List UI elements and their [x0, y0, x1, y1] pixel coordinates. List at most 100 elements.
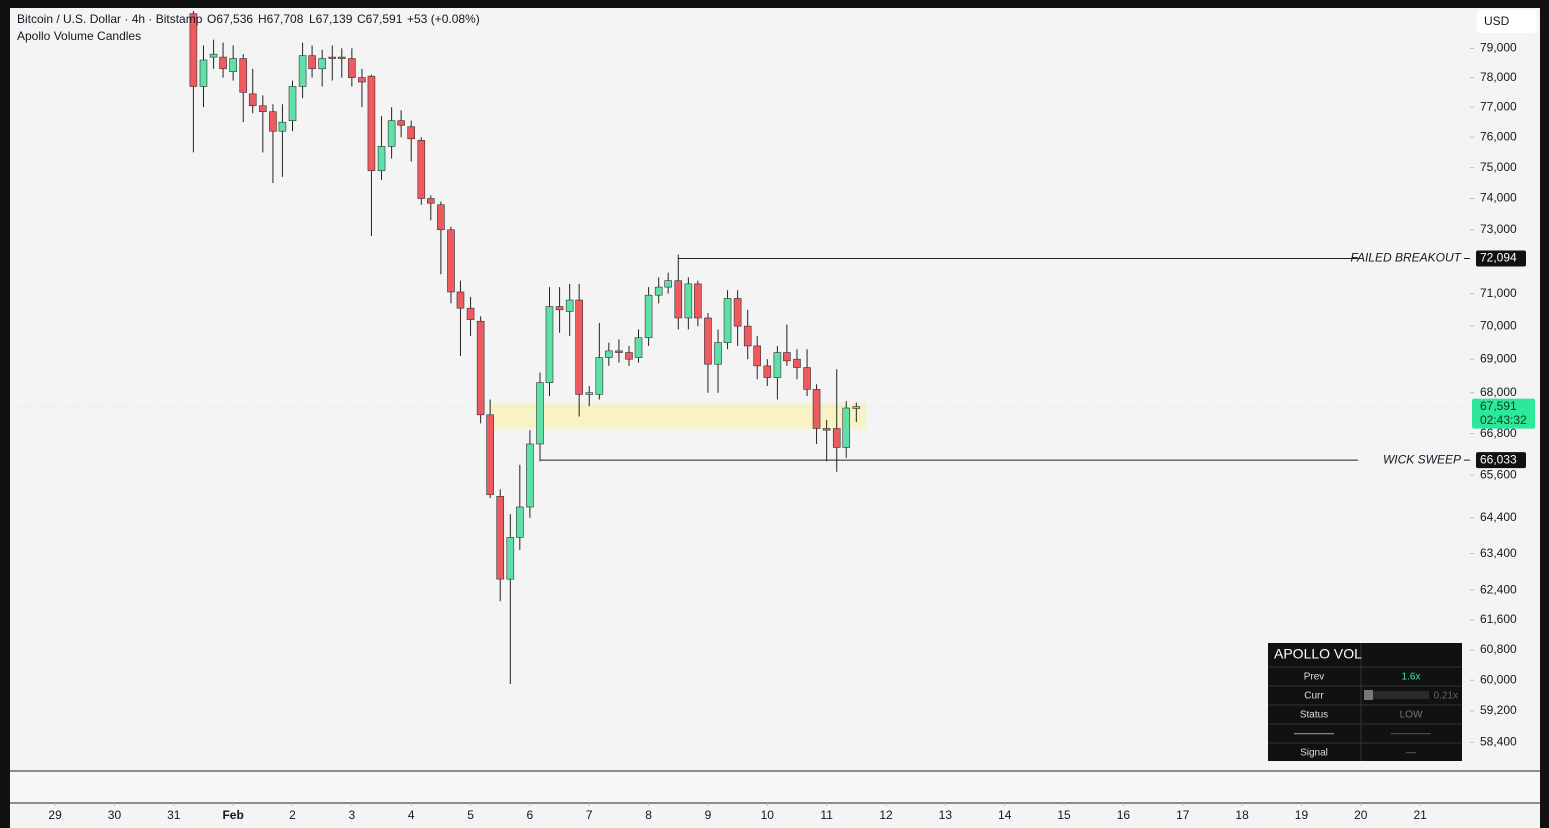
bottom-strip [10, 771, 1540, 803]
candle-body [575, 299, 583, 395]
y-tick-label: 59,200 [1480, 703, 1517, 717]
candle-body [753, 345, 762, 367]
y-tick-label: 61,600 [1480, 612, 1517, 626]
candle-body [239, 58, 248, 93]
candle-body [536, 382, 544, 445]
ohlc-open: O67,536 [207, 12, 253, 26]
candle-body [288, 86, 297, 122]
level-label: FAILED BREAKOUT [1351, 251, 1463, 265]
currency[interactable]: USD [1484, 14, 1510, 28]
level-label-bg [1358, 250, 1464, 267]
candle-body [595, 357, 604, 395]
candle-body [585, 392, 594, 395]
x-tick-label: 11 [820, 808, 833, 822]
y-tick-label: 77,000 [1480, 99, 1517, 113]
y-tick-label: 65,600 [1480, 467, 1517, 481]
x-tick-label: 13 [939, 808, 953, 822]
candle-body [209, 53, 218, 58]
candle-body [842, 407, 851, 448]
x-tick-label: 10 [761, 808, 775, 822]
price-box-label: 72,094 [1480, 251, 1517, 265]
currency-box[interactable] [1477, 10, 1537, 33]
x-tick-label: 7 [586, 808, 593, 822]
chart-title: Bitcoin / U.S. Dollar · 4h · Bitstamp [17, 12, 203, 26]
candle-body [812, 389, 821, 429]
ohlc-low: L67,139 [309, 12, 353, 26]
candle-body [704, 317, 712, 365]
candle-body [189, 13, 198, 87]
panel-title: APOLLO VOL [1274, 646, 1362, 662]
y-tick-label: 71,000 [1480, 286, 1517, 300]
y-tick-label: 66,800 [1480, 426, 1517, 440]
x-tick-label: 20 [1354, 808, 1368, 822]
candle-body [248, 93, 257, 107]
ohlc-change: +53 (+0.08%) [407, 12, 480, 26]
progress-track [1373, 691, 1429, 699]
candle-body [555, 306, 564, 311]
x-tick-label: 29 [48, 808, 62, 822]
price-box [1476, 452, 1526, 469]
candle-body [269, 111, 277, 132]
candle-body [605, 350, 613, 358]
y-tick-label: 78,000 [1480, 70, 1517, 84]
candle-body [664, 280, 672, 288]
candle-body [793, 358, 801, 368]
x-tick-label: 4 [408, 808, 415, 822]
y-tick-label: 74,000 [1480, 191, 1517, 205]
y-tick-label: 58,400 [1480, 734, 1517, 748]
x-tick-label: 5 [467, 808, 474, 822]
candle-body [348, 58, 356, 78]
candle-body [694, 283, 702, 319]
candle-body [456, 291, 465, 309]
candle-body [852, 406, 861, 409]
indicator-name: Apollo Volume Candles [17, 29, 141, 43]
x-tick-label: 15 [1057, 808, 1071, 822]
candle-body [417, 139, 426, 199]
candle-body [278, 121, 287, 132]
x-tick-label: 17 [1176, 808, 1190, 822]
candle-body [743, 325, 752, 347]
candle-body [634, 337, 643, 358]
panel-row-value: ———— [1391, 729, 1431, 740]
plot: 79,000 78,000 77,000 76,000 75,000 74,000 73,0… [10, 10, 1535, 822]
x-tick-label: 21 [1413, 808, 1427, 822]
level-label: WICK SWEEP [1383, 452, 1461, 466]
x-tick-label: 14 [998, 808, 1012, 822]
panel-row-value: 0.21x [1434, 691, 1458, 702]
ohlc-close: C67,591 [357, 12, 403, 26]
candle-body [803, 367, 811, 390]
candle-body [377, 146, 386, 172]
candle-body [822, 428, 831, 431]
candle-body [516, 506, 524, 538]
panel-row-label: Status [1300, 710, 1328, 721]
candle-body [733, 298, 742, 327]
x-tick-label: 31 [167, 808, 181, 822]
x-tick-label: 19 [1295, 808, 1309, 822]
y-tick-label: 62,400 [1480, 582, 1517, 596]
y-tick-label: 75,000 [1480, 160, 1517, 174]
candle-body [298, 55, 307, 87]
x-tick-label: 9 [705, 808, 712, 822]
candle-body [447, 229, 455, 293]
x-tick-label: 12 [879, 808, 893, 822]
candle-body [615, 350, 623, 353]
x-tick-label: 30 [108, 808, 122, 822]
progress-fill [1364, 690, 1373, 700]
candle-body [625, 352, 633, 360]
candle-body [684, 283, 693, 319]
candle-body [407, 126, 416, 140]
candle-body [783, 352, 791, 362]
candle-body [674, 280, 683, 319]
candle-body [496, 496, 505, 580]
x-tick-label: Feb [222, 808, 243, 822]
y-tick-label: 69,000 [1480, 351, 1517, 365]
x-tick-label: 16 [1117, 808, 1131, 822]
x-tick-label: 8 [645, 808, 652, 822]
price-box-label: 66,033 [1480, 452, 1517, 466]
x-tick-label: 6 [527, 808, 534, 822]
panel-row-label: Curr [1304, 691, 1324, 702]
candle-body [318, 58, 326, 70]
